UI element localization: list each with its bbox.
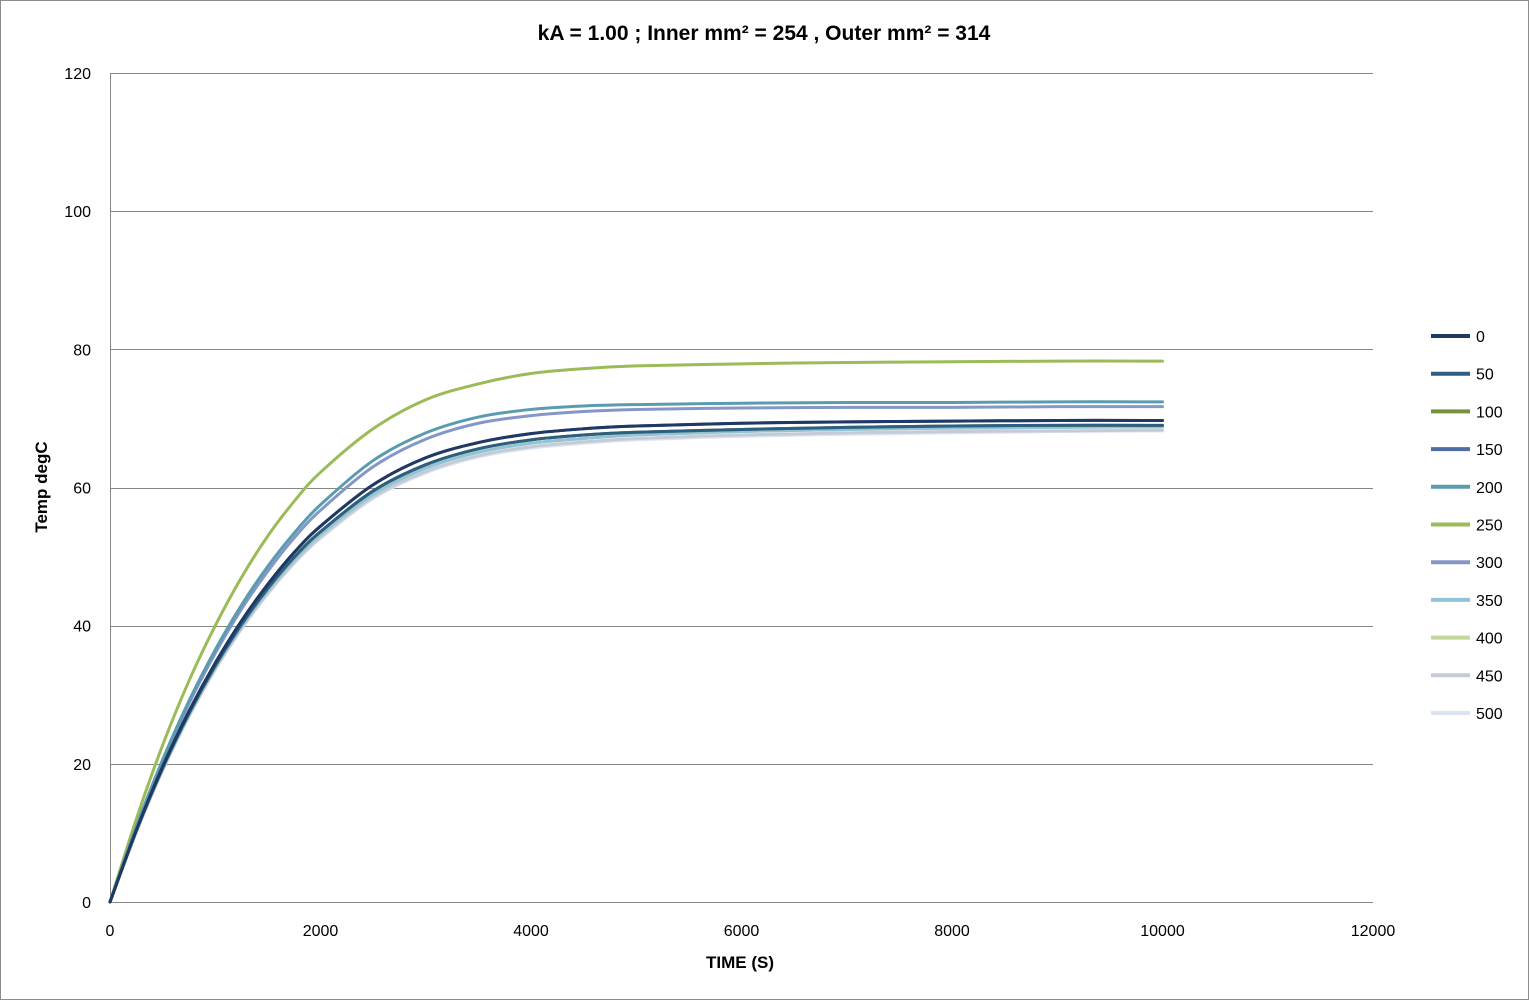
legend-item: 250 (1431, 518, 1503, 535)
series-line-250 (108, 359, 1164, 904)
legend-label: 450 (1476, 668, 1503, 685)
legend-item: 50 (1431, 367, 1494, 384)
gridlines (110, 73, 1373, 765)
legend-item: 400 (1431, 631, 1503, 648)
series-line-50 (108, 423, 1164, 904)
x-tick-label: 12000 (1351, 923, 1396, 940)
legend-item: 0 (1431, 329, 1485, 346)
x-tick-label: 8000 (934, 923, 970, 940)
x-tick-label: 0 (106, 923, 115, 940)
series-line-0 (108, 418, 1164, 904)
legend-label: 500 (1476, 706, 1503, 723)
legend-label: 350 (1476, 593, 1503, 610)
axes (110, 73, 1373, 903)
x-tick-label: 2000 (303, 923, 339, 940)
legend-label: 100 (1476, 404, 1503, 421)
legend-item: 450 (1431, 668, 1503, 685)
x-tick-labels: 0 2000 4000 6000 8000 10000 12000 (106, 923, 1396, 940)
legend-label: 300 (1476, 555, 1503, 572)
x-axis-title: TIME (S) (706, 953, 774, 972)
legend-label: 250 (1476, 518, 1503, 535)
y-tick-label: 120 (64, 66, 91, 83)
legend-item: 100 (1431, 404, 1503, 421)
x-tick-label: 10000 (1140, 923, 1185, 940)
legend-item: 150 (1431, 442, 1503, 459)
legend-item: 300 (1431, 555, 1503, 572)
legend: 0 50 100 150 200 250 300 350 400 450 500 (1431, 329, 1503, 723)
y-tick-label: 0 (82, 895, 91, 912)
x-tick-label: 4000 (513, 923, 549, 940)
legend-label: 400 (1476, 631, 1503, 648)
series-line-150 (108, 418, 1164, 904)
series-line-300 (108, 405, 1164, 904)
chart-title: kA = 1.00 ; Inner mm² = 254 , Outer mm² … (538, 22, 991, 45)
series-line-100 (108, 423, 1164, 904)
series-line-350 (108, 425, 1164, 904)
legend-item: 350 (1431, 593, 1503, 610)
y-tick-label: 100 (64, 204, 91, 221)
y-tick-labels: 0 20 40 60 80 100 120 (64, 66, 91, 912)
y-tick-label: 60 (73, 481, 91, 498)
series-line-200 (108, 400, 1164, 904)
series-line-500 (108, 429, 1164, 904)
y-tick-label: 20 (73, 757, 91, 774)
series-lines (108, 359, 1164, 904)
series-line-450 (108, 428, 1164, 904)
y-tick-label: 80 (73, 342, 91, 359)
y-axis-title: Temp degC (32, 441, 51, 532)
x-tick-label: 6000 (724, 923, 760, 940)
legend-item: 500 (1431, 706, 1503, 723)
y-tick-label: 40 (73, 619, 91, 636)
legend-label: 0 (1476, 329, 1485, 346)
legend-label: 150 (1476, 442, 1503, 459)
legend-label: 200 (1476, 480, 1503, 497)
legend-item: 200 (1431, 480, 1503, 497)
series-line-400 (108, 425, 1164, 904)
legend-label: 50 (1476, 367, 1494, 384)
